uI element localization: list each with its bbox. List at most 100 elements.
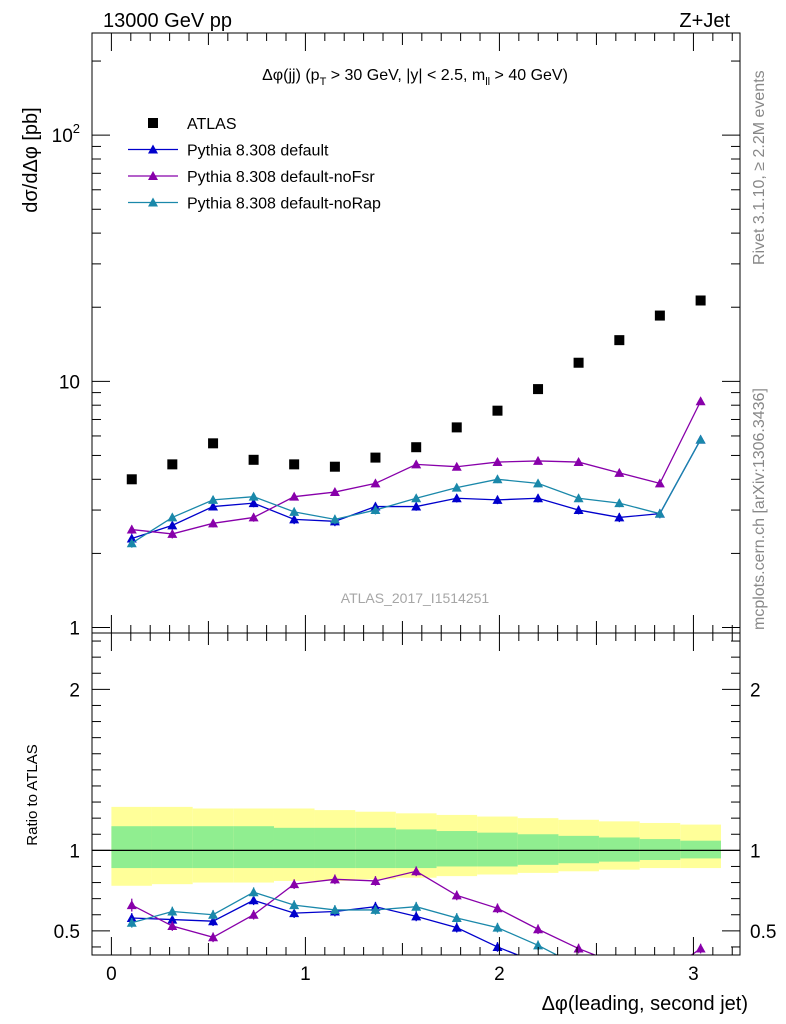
series-marker-2 [411,459,422,469]
atlas-data-point [208,438,219,449]
title-part-b: > 30 GeV, |y| < 2.5, m [326,67,485,84]
ratio-marker-0 [492,941,503,951]
series-marker-2 [695,396,706,406]
legend-label: Pythia 8.308 default [187,143,329,160]
ratio-marker-0 [533,958,543,967]
series-marker-1 [167,520,178,530]
stat-uncertainty-band [436,831,478,867]
ratio-marker-1 [248,909,259,919]
series-marker-3 [126,538,137,548]
atlas-data-point [451,422,462,433]
x-tick-label: 2 [494,964,505,985]
ratio-marker-2 [614,971,624,980]
ratio-marker-2 [492,922,503,932]
ratio-plot-area: 0.5 0.5 1 1 2 2 0 1 2 3 [54,632,776,990]
stat-uncertainty-band [273,827,315,869]
legend-marker [148,171,158,180]
atlas-data-point [289,459,300,470]
stat-uncertainty-band [111,826,152,869]
series-marker-3 [573,493,584,503]
series-marker-1 [492,494,503,504]
ratio-marker-0 [126,912,137,922]
ratio-y-tick-label: 2 [69,680,80,701]
x-axis-label: Δφ(leading, second jet) [542,993,748,1015]
series-marker-3 [411,493,422,503]
ratio-marker-2 [451,912,462,922]
series-marker-2 [451,461,462,471]
legend-label: Pythia 8.308 default-noRap [187,196,381,213]
ratio-marker-2 [208,909,219,919]
series-marker-1 [451,493,462,503]
atlas-data-point [614,335,625,346]
series-marker-3 [208,494,219,504]
title-part-c: > 40 GeV) [490,67,568,84]
ratio-marker-0 [574,966,584,975]
ratio-panel: Ratio to ATLAS Δφ(leading, second jet) 0… [24,632,776,1015]
ratio-marker-2 [329,904,340,914]
series-marker-2 [573,457,584,467]
series-marker-2 [248,512,259,522]
series-marker-1 [208,501,219,511]
ratio-marker-1 [126,900,137,910]
ratio-y-axis-label: Ratio to ATLAS [24,744,41,845]
stat-uncertainty-band [151,826,193,869]
series-marker-2 [614,467,625,477]
atlas-data-point [411,442,422,453]
ratio-marker-0 [208,916,219,926]
ratio-marker-2 [411,901,422,911]
ratio-marker-0 [655,981,665,990]
ratio-marker-1 [573,943,584,953]
ratio-marker-1 [208,932,219,942]
series-marker-3 [492,474,503,484]
series-marker-2 [329,487,340,497]
ratio-y-tick-label-right: 0.5 [750,922,776,943]
series-marker-3 [614,498,625,508]
atlas-data-point [573,357,584,368]
stat-uncertainty-band [192,826,234,869]
series-marker-2 [167,528,178,538]
series-marker-2 [126,524,137,534]
process-label: Z+Jet [679,10,730,32]
legend-marker [148,144,158,154]
atlas-data-point [370,452,381,463]
ratio-marker-1 [451,890,462,900]
ratio-marker-1 [655,973,665,982]
stat-uncertainty-band [314,827,356,869]
x-tick-label: 0 [106,964,117,985]
main-plot-area: 1 10 102 [52,32,741,640]
main-panel: Δφ(jj) (pT > 30 GeV, |y| < 2.5, mll > 40… [20,32,741,640]
series-marker-1 [126,533,137,543]
ratio-frame [91,632,741,956]
legend-marker-atlas [148,118,158,128]
main-y-tick-label-exponent: 2 [73,121,80,136]
legend: ATLAS Pythia 8.308 default Pythia 8.308 de… [128,116,381,213]
ratio-marker-1 [370,875,381,885]
stat-uncertainty-band [517,834,559,865]
atlas-data-point [695,295,706,306]
stat-uncertainty-band [395,829,437,869]
ratio-marker-0 [167,914,178,924]
ratio-marker-2 [574,961,584,970]
series-marker-2 [208,518,219,528]
series-marker-2 [370,478,381,488]
ratio-marker-0 [451,922,462,932]
ratio-marker-1 [167,921,178,931]
ratio-marker-2 [533,940,544,950]
series-marker-1 [614,512,625,522]
ratio-marker-1 [289,879,300,889]
ratio-marker-1 [614,960,624,969]
atlas-data-point [126,474,137,485]
stat-uncertainty-band [639,839,681,861]
series-marker-2 [654,478,665,488]
series-marker-3 [248,491,259,501]
ratio-marker-2 [289,900,300,910]
series-marker-2 [289,491,300,501]
main-y-tick-label: 1 [69,619,80,640]
ratio-marker-1 [695,943,706,953]
series-marker-3 [451,482,462,492]
series-marker-3 [654,508,665,518]
series-line-3 [131,439,702,544]
series-marker-3 [695,434,706,444]
atlas-data-point [248,454,259,465]
